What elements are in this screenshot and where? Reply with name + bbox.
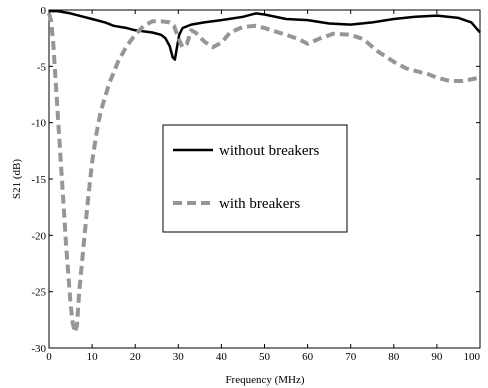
x-tick-label: 90	[431, 351, 443, 363]
x-tick-label: 10	[87, 351, 99, 363]
x-tick-label: 40	[216, 351, 228, 363]
series-line-with-breakers	[47, 12, 481, 335]
x-axis-label: Frequency (MHz)	[225, 374, 304, 386]
y-tick-label: -20	[31, 230, 46, 242]
x-tick-label: 0	[46, 351, 52, 363]
y-axis-label: S21 (dB)	[11, 159, 23, 199]
y-tick-label: -10	[31, 118, 46, 130]
y-tick-label: 0	[41, 5, 47, 17]
y-tick-label: -15	[31, 174, 46, 186]
x-tick-label: 60	[302, 351, 314, 363]
y-axis-ticks: 0 -5 -10 -15 -20 -25 -30	[31, 5, 480, 355]
legend-label-without-breakers: without breakers	[219, 143, 320, 159]
x-tick-label: 100	[464, 351, 481, 363]
y-tick-label: -25	[31, 287, 46, 299]
legend-box	[162, 124, 348, 233]
x-tick-label: 50	[259, 351, 271, 363]
series-layer	[47, 9, 481, 335]
y-tick-label: -30	[31, 343, 46, 355]
x-tick-label: 30	[173, 351, 185, 363]
legend: without breakers with breakers	[162, 124, 348, 233]
x-axis-ticks: 0 10 20 30 40 50 60 70 80 90 100	[46, 10, 481, 363]
x-tick-label: 70	[345, 351, 357, 363]
x-tick-label: 20	[130, 351, 142, 363]
legend-label-with-breakers: with breakers	[219, 196, 300, 212]
series-line-without-breakers	[49, 9, 481, 61]
x-tick-label: 80	[388, 351, 400, 363]
y-tick-label: -5	[37, 61, 47, 73]
